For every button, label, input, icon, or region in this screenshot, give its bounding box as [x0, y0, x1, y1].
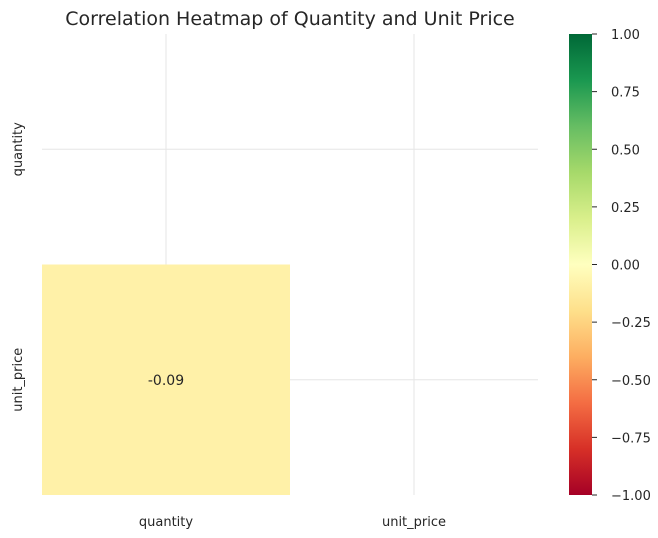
- colorbar-tick-label: −0.25: [611, 316, 651, 331]
- colorbar-tick-label: 0.00: [611, 259, 640, 274]
- colorbar-tick-label: −0.50: [611, 374, 651, 389]
- colorbar: 1.00 0.75 0.50 0.25 0.00 −0.25 −0.50 −0.75 −1.00: [569, 28, 651, 504]
- x-tick-label: unit_price: [382, 515, 446, 530]
- y-tick-label: unit_price: [11, 348, 26, 412]
- colorbar-tick-label: 0.75: [611, 86, 640, 101]
- colorbar-tick-label: 0.50: [611, 143, 640, 158]
- y-tick-label: quantity: [11, 122, 26, 177]
- colorbar-tick-label: 1.00: [611, 28, 640, 43]
- colorbar-tick-label: −0.75: [611, 431, 651, 446]
- cell-annotation: -0.09: [148, 373, 184, 389]
- colorbar-tick-label: 0.25: [611, 201, 640, 216]
- x-tick-label: quantity: [139, 515, 194, 530]
- chart-title: Correlation Heatmap of Quantity and Unit…: [65, 8, 514, 30]
- colorbar-tick-label: −1.00: [611, 489, 651, 504]
- plot-area: -0.09 quantity unit_price quantity unit_pric…: [11, 34, 538, 530]
- colorbar-gradient: [569, 34, 592, 495]
- heatmap-cell: [42, 264, 290, 495]
